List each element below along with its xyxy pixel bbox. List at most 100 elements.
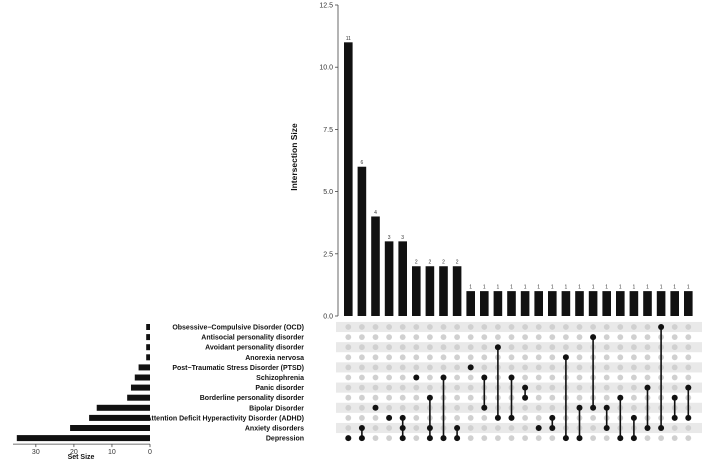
matrix-dot-inactive — [576, 334, 583, 340]
matrix-dot-inactive — [467, 384, 474, 391]
matrix-dot-inactive — [549, 344, 556, 351]
intersection-bar-label: 1 — [578, 285, 581, 291]
matrix-dot-inactive — [359, 404, 365, 411]
set-size-bar — [146, 334, 150, 341]
y-tick-label: 10.0 — [319, 65, 333, 72]
matrix-dot-active — [467, 364, 474, 371]
matrix-dot-inactive — [603, 435, 610, 441]
intersection-bar-label: 1 — [551, 285, 554, 291]
matrix-dot-inactive — [549, 404, 556, 411]
matrix-dot-inactive — [372, 334, 379, 340]
intersection-bar-label: 11 — [346, 36, 351, 42]
matrix-dot-inactive — [603, 394, 610, 401]
matrix-dot-inactive — [427, 324, 433, 330]
intersection-bar — [629, 291, 639, 316]
matrix-dot-inactive — [481, 324, 488, 330]
set-label: Avoidant personality disorder — [205, 345, 304, 352]
matrix-dot-inactive — [372, 364, 379, 371]
y-axis-title: Intersection Size — [289, 123, 299, 191]
matrix-dot-inactive — [386, 354, 392, 361]
set-size-axis-title: Set Size — [68, 454, 95, 461]
matrix-dot-inactive — [454, 374, 460, 381]
matrix-dot-active — [603, 425, 610, 431]
matrix-dot-inactive — [549, 394, 556, 401]
matrix-dot-inactive — [631, 364, 637, 371]
matrix-dot-inactive — [372, 394, 379, 401]
matrix-dot-inactive — [413, 354, 420, 361]
set-size-bar — [146, 354, 150, 361]
intersection-bar-label: 1 — [646, 285, 649, 291]
matrix-dot-inactive — [617, 344, 624, 351]
matrix-dot-inactive — [386, 364, 392, 371]
matrix-dot-inactive — [590, 415, 596, 421]
matrix-dot-active — [413, 374, 420, 381]
matrix-stripe — [336, 402, 702, 413]
matrix-dot-inactive — [576, 364, 583, 371]
intersection-bar — [507, 291, 516, 316]
matrix-dot-active — [372, 404, 379, 411]
matrix-dot-inactive — [631, 374, 637, 381]
matrix-dot-inactive — [345, 415, 352, 421]
matrix-dot-inactive — [631, 394, 637, 401]
matrix-stripe — [336, 422, 702, 434]
matrix-dot-inactive — [508, 324, 515, 330]
matrix-dot-inactive — [440, 344, 447, 351]
matrix-dot-inactive — [603, 384, 610, 391]
set-size-bar — [146, 344, 150, 351]
matrix-dot-active — [481, 404, 488, 411]
matrix-dot-inactive — [563, 344, 569, 351]
matrix-dot-inactive — [372, 354, 379, 361]
set-label: Obsessive−Compulsive Disorder (OCD) — [172, 325, 304, 332]
intersection-bar — [452, 266, 462, 316]
matrix-dot-inactive — [413, 344, 420, 351]
matrix-dot-inactive — [671, 344, 678, 351]
matrix-dot-active — [603, 404, 610, 411]
matrix-dot-inactive — [522, 435, 528, 441]
matrix-dot-inactive — [345, 394, 352, 401]
set-label: Anxiety disorders — [245, 426, 304, 433]
intersection-bar — [371, 216, 380, 316]
matrix-dot-inactive — [359, 394, 365, 401]
matrix-dot-inactive — [386, 334, 392, 340]
matrix-dot-active — [590, 334, 597, 341]
matrix-dot-inactive — [427, 354, 433, 361]
matrix-dot-inactive — [631, 354, 637, 361]
matrix-dot-inactive — [522, 364, 528, 371]
intersection-matrix — [345, 324, 692, 442]
intersection-bar — [561, 291, 571, 316]
set-size-bar — [16, 435, 150, 442]
matrix-dot-inactive — [522, 374, 528, 381]
matrix-dot-inactive — [617, 374, 624, 381]
matrix-dot-inactive — [549, 334, 556, 340]
matrix-dot-active — [399, 414, 406, 421]
intersection-bar-label: 3 — [401, 235, 404, 241]
matrix-dot-active — [630, 414, 637, 421]
intersection-bar-label: 1 — [605, 285, 608, 291]
intersection-bar-label: 1 — [537, 285, 540, 291]
intersection-bar — [493, 291, 503, 316]
matrix-dot-inactive — [467, 415, 474, 421]
matrix-dot-inactive — [563, 324, 569, 330]
matrix-dot-active — [399, 435, 406, 442]
matrix-dot-inactive — [372, 435, 379, 441]
matrix-stripe — [336, 362, 702, 373]
intersection-bar-label: 2 — [442, 260, 445, 266]
intersection-bar-label: 1 — [497, 285, 500, 291]
intersection-bar-label: 1 — [483, 285, 486, 291]
intersection-bar — [480, 291, 489, 316]
intersection-bar-label: 1 — [687, 285, 690, 291]
intersection-bar-label: 1 — [673, 285, 676, 291]
matrix-dot-inactive — [508, 425, 515, 431]
matrix-dot-inactive — [481, 334, 488, 340]
matrix-dot-inactive — [685, 354, 692, 361]
set-size-tick-label: 0 — [148, 449, 152, 456]
matrix-dot-inactive — [549, 435, 556, 441]
matrix-dot-active — [494, 414, 501, 421]
matrix-dot-inactive — [454, 354, 460, 361]
matrix-dot-inactive — [631, 344, 637, 351]
matrix-dot-inactive — [386, 404, 392, 411]
matrix-dot-inactive — [345, 324, 352, 330]
matrix-dot-inactive — [685, 435, 692, 441]
intersection-bar-label: 2 — [456, 260, 459, 266]
matrix-dot-active — [549, 425, 556, 431]
